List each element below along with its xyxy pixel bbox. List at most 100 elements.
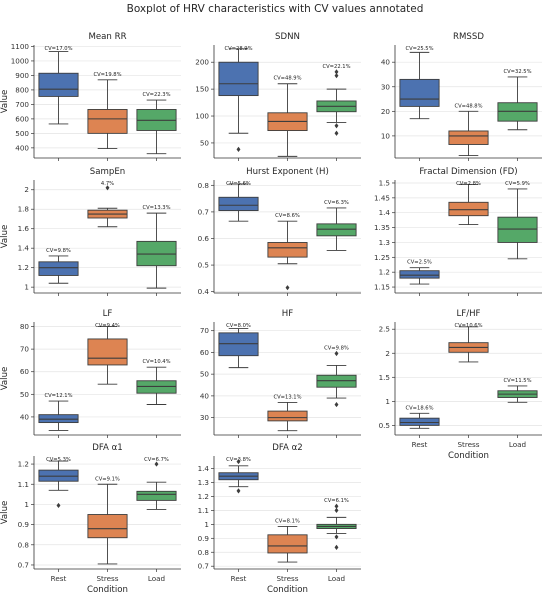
y-tick-label: 0.5 [198,261,209,270]
y-tick-label: 2.5 [379,325,390,334]
box-body [218,61,259,97]
box-body [136,380,177,394]
x-axis-label: Condition [267,585,308,595]
cv-annotation: CV=17.0% [45,46,73,52]
figure-title: Boxplot of HRV characteristics with CV v… [127,3,424,15]
y-tick-label: 0.7 [18,560,29,569]
panel-title: Hurst Exponent (H) [246,167,329,177]
x-axis-label: Condition [87,585,128,595]
y-tick-label: 50 [200,138,210,147]
cv-annotation: CV=48.8% [455,103,483,109]
panel-sdnn: 50 100 150 200 SDNN CV=28.9% CV=48.9% CV=22.1% [195,32,361,161]
x-tick-label-stress: Stress [457,440,479,449]
panel-hurst-exponent-h: 0.4 0.5 0.6 0.7 0.8 Hurst Exponent (H) CV=5.6%… [198,167,361,296]
box-body [448,130,489,145]
y-tick-label: 1.4 [379,208,391,217]
y-tick-label: 1 [385,397,390,406]
box-rest: CV=18.6% [399,405,440,429]
y-tick-label: 1.35 [374,223,390,232]
cv-annotation: CV=8.0% [226,323,251,329]
y-tick-label: 1100 [11,42,30,51]
y-tick-label: 40 [20,412,30,421]
outlier-point [334,534,339,540]
box-stress: CV=19.8% [87,72,128,150]
y-tick-label: 100 [195,112,209,121]
y-tick-label: 40 [200,391,210,400]
box-rest: CV=17.0% [38,46,79,125]
box-load: CV=32.5% [497,69,538,131]
y-tick-label: 800 [15,85,29,94]
y-tick-label: 1.3 [379,238,390,247]
outlier-point [334,503,339,509]
panel-fractal-dimension-fd: 1.15 1.2 1.25 1.3 1.35 1.4 1.45 1.5 Fractal Dime… [374,167,542,296]
y-tick-label: 0.6 [198,234,210,243]
y-tick-label: 0.9 [18,520,30,529]
box-body [87,338,128,366]
y-tick-label: 0.5 [379,421,390,430]
y-tick-label: 700 [15,100,29,109]
panel-title: LF [103,309,113,319]
box-body [38,261,79,276]
box-rest: CV=9.8% [38,248,79,284]
y-tick-label: 1.2 [198,492,209,501]
outlier-point [334,507,339,514]
panel-title: DFA α2 [272,443,303,453]
outlier-point [334,73,339,79]
cv-annotation: CV=9.8% [46,248,71,254]
box-body [218,196,259,212]
cv-annotation: CV=25.5% [406,46,434,52]
box-rest: CV=12.1% [38,393,79,431]
y-axis-label: Value [0,225,10,249]
box-load: CV=6.3% [316,200,357,251]
box-rest: CV=28.9% [218,46,259,152]
y-tick-label: 1.4 [18,244,30,253]
outlier-point [334,401,339,408]
box-rest: CV=5.3% [38,457,79,509]
panel-lf: 40 50 60 70 80 LF Value CV=12.1% CV=9.4% CV=10.4% [0,309,181,438]
panel-mean-rr: 400 500 600 700 800 900 1000 1100 Mean RR Value CV… [0,32,181,161]
cv-annotation: CV=22.3% [143,92,171,98]
panel-dfa-1: 0.7 0.8 0.9 1 1.1 1.2 DFA α1 Value Rest Stress Loa… [0,443,181,595]
y-tick-label: 1.45 [374,193,390,202]
box-stress: CV=13.1% [267,394,308,432]
box-body [136,490,177,501]
y-axis-label: Value [0,90,10,114]
y-tick-label: 50 [20,390,30,399]
outlier-point [334,69,339,75]
x-tick-label-load: Load [148,574,165,583]
y-tick-label: 10 [381,131,391,140]
outlier-point [236,458,241,465]
box-body [316,223,357,237]
y-tick-label: 1.5 [379,373,390,382]
y-tick-label: 80 [20,322,30,331]
box-body [38,414,79,424]
y-tick-label: 0.4 [198,287,210,296]
cv-annotation: CV=11.5% [504,378,532,384]
cv-annotation: CV=6.7% [144,457,169,463]
y-tick-label: 400 [15,143,29,152]
y-tick-label: 0.8 [18,540,30,549]
box-load: CV=13.3% [136,205,177,289]
y-tick-label: 1.5 [379,178,390,187]
y-tick-label: 60 [200,348,210,357]
cv-annotation: 4.7% [101,181,114,187]
cv-annotation: CV=22.1% [323,64,351,70]
cv-annotation: CV=18.6% [406,405,434,411]
panel-hf: 30 40 50 60 70 HF CV=8.0% CV=13.1% CV=9.8% [200,309,361,438]
panel-title: SampEn [90,167,125,177]
panel-title: Fractal Dimension (FD) [419,167,517,177]
box-load: CV=6.1% [316,498,357,550]
panel-title: RMSSD [453,32,484,42]
cv-annotation: CV=9.1% [95,476,120,482]
cv-annotation: CV=9.4% [95,323,120,329]
box-body [448,201,489,217]
y-tick-label: 1.4 [198,464,210,473]
box-load: CV=5.9% [497,181,538,260]
outlier-point [285,285,290,291]
box-body [399,78,440,107]
y-tick-label: 150 [195,85,209,94]
x-tick-label-rest: Rest [51,574,67,583]
panel-title: DFA α1 [92,443,123,453]
x-tick-label-load: Load [509,440,526,449]
